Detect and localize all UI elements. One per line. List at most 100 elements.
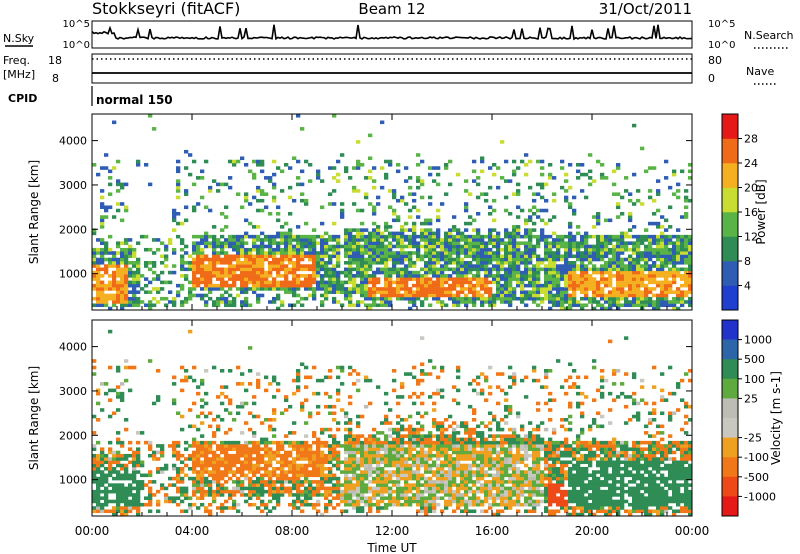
range-gate-cell <box>500 290 505 294</box>
range-gate-cell <box>436 257 441 262</box>
range-gate-cell <box>344 467 349 471</box>
range-gate-cell <box>592 247 597 252</box>
range-gate-cell <box>248 457 253 461</box>
range-gate-cell <box>360 506 365 510</box>
range-gate-cell <box>472 238 477 242</box>
range-gate-cell <box>428 486 433 491</box>
range-gate-cell <box>120 274 125 278</box>
range-gate-cell <box>284 277 289 281</box>
range-gate-cell <box>344 460 349 465</box>
range-gate-cell <box>348 293 353 298</box>
range-gate-cell <box>564 287 569 291</box>
range-gate-cell <box>604 238 609 242</box>
range-gate-cell <box>644 290 649 294</box>
range-gate-cell <box>412 440 417 445</box>
range-gate-cell <box>256 293 261 298</box>
range-gate-cell <box>496 264 501 268</box>
range-gate-cell <box>220 212 225 216</box>
range-gate-cell <box>436 391 441 396</box>
range-gate-cell <box>356 254 361 259</box>
range-gate-cell <box>616 192 621 196</box>
range-gate-cell <box>192 182 197 187</box>
range-gate-cell <box>684 270 689 275</box>
range-gate-cell <box>660 296 665 301</box>
range-gate-cell <box>496 287 501 291</box>
range-gate-cell <box>624 283 629 288</box>
range-gate-cell <box>464 208 469 213</box>
range-gate-cell <box>156 457 161 461</box>
range-gate-cell <box>420 293 425 298</box>
range-gate-cell <box>180 453 185 458</box>
range-gate-cell <box>416 293 421 298</box>
range-gate-cell <box>424 218 429 223</box>
range-gate-cell <box>452 280 457 285</box>
range-gate-cell <box>544 238 549 242</box>
range-gate-cell <box>124 283 129 288</box>
range-gate-cell <box>316 444 321 448</box>
range-gate-cell <box>412 427 417 432</box>
range-gate-cell <box>488 251 493 255</box>
range-gate-cell <box>368 244 373 249</box>
range-gate-cell <box>436 267 441 272</box>
range-gate-cell <box>532 274 537 278</box>
range-gate-cell <box>372 231 377 236</box>
range-gate-cell <box>424 486 429 491</box>
range-gate-cell <box>140 486 145 491</box>
range-gate-cell <box>100 470 105 474</box>
range-gate-cell <box>352 447 357 451</box>
range-gate-cell <box>268 247 273 252</box>
range-gate-cell <box>328 444 333 448</box>
range-gate-cell <box>160 287 165 291</box>
range-gate-cell <box>384 228 389 232</box>
range-gate-cell <box>300 489 305 494</box>
range-gate-cell <box>556 251 561 255</box>
range-gate-cell <box>664 287 669 291</box>
range-gate-cell <box>568 264 573 268</box>
range-gate-cell <box>104 208 109 213</box>
range-gate-cell <box>360 509 365 514</box>
range-gate-cell <box>632 283 637 288</box>
range-gate-cell <box>372 293 377 298</box>
range-gate-cell <box>380 470 385 474</box>
range-gate-cell <box>100 189 105 193</box>
range-gate-cell <box>260 189 265 193</box>
range-gate-cell <box>636 283 641 288</box>
range-gate-cell <box>252 431 257 435</box>
range-gate-cell <box>260 473 265 478</box>
range-gate-cell <box>368 247 373 252</box>
range-gate-cell <box>644 169 649 174</box>
range-gate-cell <box>116 493 121 497</box>
range-gate-cell <box>636 254 641 259</box>
range-gate-cell <box>248 476 253 481</box>
range-gate-cell <box>608 267 613 272</box>
range-gate-cell <box>456 264 461 268</box>
range-gate-cell <box>120 283 125 288</box>
range-gate-cell <box>316 274 321 278</box>
range-gate-cell <box>220 506 225 510</box>
range-gate-cell <box>504 244 509 249</box>
range-gate-cell <box>384 261 389 265</box>
range-gate-cell <box>264 506 269 510</box>
range-gate-cell <box>572 290 577 294</box>
range-gate-cell <box>376 277 381 281</box>
range-gate-cell <box>408 499 413 504</box>
range-gate-cell <box>504 241 509 245</box>
range-gate-cell <box>128 440 133 445</box>
range-gate-cell <box>448 228 453 232</box>
range-gate-cell <box>412 375 417 380</box>
range-gate-cell <box>312 270 317 275</box>
range-gate-cell <box>320 463 325 468</box>
range-gate-cell <box>144 277 149 281</box>
range-gate-cell <box>312 261 317 265</box>
range-gate-cell <box>516 182 521 187</box>
range-gate-cell <box>556 264 561 268</box>
range-gate-cell <box>244 401 249 406</box>
range-gate-cell <box>624 244 629 249</box>
range-gate-cell <box>492 172 497 177</box>
range-gate-cell <box>376 241 381 245</box>
range-gate-cell <box>624 257 629 262</box>
range-gate-cell <box>448 460 453 465</box>
range-gate-cell <box>120 444 125 448</box>
range-gate-cell <box>164 467 169 471</box>
range-gate-cell <box>236 234 241 239</box>
